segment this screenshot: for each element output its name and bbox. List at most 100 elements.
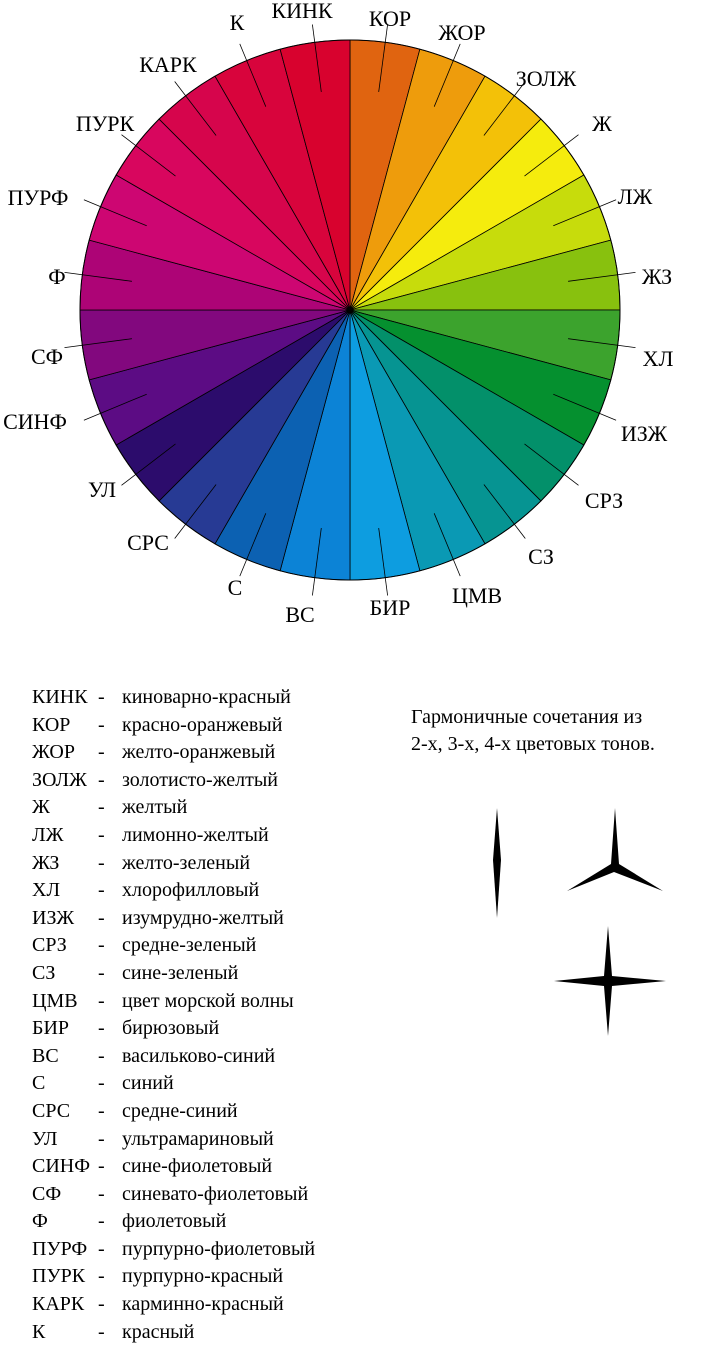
legend-desc: киноварно-красный: [122, 686, 291, 708]
wheel-label-13: ВС: [285, 602, 314, 627]
legend-abbr: ЛЖ: [32, 823, 64, 846]
wheel-label-17: СИНФ: [3, 409, 67, 434]
wheel-leader-line-24: [312, 24, 322, 92]
wheel-leader-line-12: [378, 528, 388, 596]
legend-abbr: ХЛ: [32, 879, 61, 902]
legend-dash: -: [98, 741, 105, 764]
wheel-label-18: СФ: [31, 344, 63, 369]
legend-desc: желто-оранжевый: [122, 741, 276, 764]
legend-desc: желто-зеленый: [122, 851, 251, 874]
wheel-labels: КОР ЖОР ЗОЛЖ Ж ЛЖ ЖЗ ХЛ ИЗЖ СРЗ СЗ ЦМВ БИР ВС С СРС УЛ С…: [3, 0, 673, 627]
legend-abbr: СРЗ: [32, 934, 67, 957]
legend-abbr: Ж: [32, 796, 50, 819]
legend-dash: -: [98, 1182, 105, 1205]
legend-desc: цвет морской волны: [122, 989, 294, 1012]
wheel-leader-line-21: [121, 134, 176, 177]
legend-row: ИЗЖ - изумрудно-желтый: [32, 905, 392, 933]
legend-desc: синий: [122, 1072, 174, 1095]
legend-desc: карминно-красный: [122, 1293, 284, 1316]
legend-row: ПУРФ - пурпурно-фиолетовый: [32, 1236, 392, 1264]
legend-abbr: С: [32, 1072, 46, 1095]
wheel-leader-line-16: [121, 443, 176, 486]
wheel-label-15: СРС: [127, 530, 169, 555]
legend-dash: -: [98, 934, 105, 957]
legend-row: СЗ - сине-зеленый: [32, 960, 392, 988]
legend-row: ПУРК - пурпурно-красный: [32, 1263, 392, 1291]
legend-abbr: КАРК: [32, 1293, 85, 1316]
legend-row: КАРК - карминно-красный: [32, 1291, 392, 1319]
wheel-label-7: ХЛ: [643, 346, 674, 371]
legend-abbr: Ф: [32, 1210, 48, 1233]
legend-dash: -: [98, 1127, 105, 1150]
legend-row: К - красный: [32, 1319, 392, 1347]
legend-abbr: ЖЗ: [32, 851, 60, 874]
legend-dash: -: [98, 1265, 105, 1288]
legend-dash: -: [98, 906, 105, 929]
legend-dash: -: [98, 796, 105, 819]
legend-desc: фиолетовый: [122, 1210, 227, 1233]
wheel-label-9: СРЗ: [585, 488, 623, 513]
legend-desc: синевато-фиолетовый: [122, 1182, 309, 1205]
legend-abbr: ВС: [32, 1044, 59, 1067]
legend-dash: -: [98, 851, 105, 874]
legend-row: Ф - фиолетовый: [32, 1208, 392, 1236]
wheel-leader-line-14: [239, 513, 267, 577]
wheel-leader-line-6: [568, 272, 636, 282]
legend-abbr: ПУРК: [32, 1265, 86, 1288]
wheel-label-8: ИЗЖ: [621, 421, 668, 446]
legend-dash: -: [98, 713, 105, 736]
legend-abbr: ЦМВ: [32, 989, 78, 1012]
wheel-label-2: ЖОР: [438, 20, 485, 45]
wheel-leader-line-19: [64, 272, 132, 282]
legend-abbr: СИНФ: [32, 1155, 91, 1178]
wheel-leader-lines: [64, 24, 636, 596]
wheel-label-22: КАРК: [139, 52, 197, 77]
wheel-label-19: Ф: [48, 264, 65, 289]
legend-abbr: ЖОР: [32, 741, 75, 764]
legend-dash: -: [98, 1017, 105, 1040]
legend-row: КОР - красно-оранжевый: [32, 712, 392, 740]
legend-desc: хлорофилловый: [122, 879, 260, 902]
wheel-label-4: Ж: [592, 111, 612, 136]
legend-row: С - синий: [32, 1070, 392, 1098]
legend-row: ЦМВ - цвет морской волны: [32, 988, 392, 1016]
legend-dash: -: [98, 961, 105, 984]
wheel-leader-line-15: [174, 484, 217, 539]
legend-row: СИНФ - сине-фиолетовый: [32, 1153, 392, 1181]
legend-row: СРЗ - средне-зеленый: [32, 932, 392, 960]
legend-desc: красный: [122, 1320, 195, 1343]
wheel-leader-line-8: [553, 393, 617, 421]
legend-row: ЖЗ - желто-зеленый: [32, 850, 392, 878]
legend-dash: -: [98, 879, 105, 902]
three-tone-glyph: [567, 808, 663, 891]
legend-dash: -: [98, 1210, 105, 1233]
legend-dash: -: [98, 823, 105, 846]
legend-dash: -: [98, 989, 105, 1012]
legend-dash: -: [98, 1237, 105, 1260]
wheel-label-23: К: [230, 10, 245, 35]
legend-row: СРС - средне-синий: [32, 1098, 392, 1126]
legend-desc: васильково-синий: [122, 1044, 276, 1067]
legend-abbr: КОР: [32, 713, 71, 736]
legend-desc: красно-оранжевый: [122, 713, 283, 736]
legend-desc: золотисто-желтый: [122, 768, 278, 791]
wheel-leader-line-17: [83, 393, 147, 421]
legend-desc: желтый: [122, 796, 188, 819]
legend-row: ЗОЛЖ - золотисто-желтый: [32, 767, 392, 795]
wheel-label-16: УЛ: [88, 477, 116, 502]
wheel-leader-line-13: [312, 528, 322, 596]
legend-desc: лимонно-желтый: [122, 823, 269, 846]
legend-desc: бирюзовый: [122, 1017, 220, 1040]
legend-abbr: ИЗЖ: [32, 906, 75, 929]
wheel-leader-line-5: [553, 199, 617, 227]
legend-desc: средне-синий: [122, 1099, 238, 1122]
wheel-leader-line-7: [568, 338, 636, 348]
legend-row: УЛ - ультрамариновый: [32, 1126, 392, 1154]
harmony-caption: Гармоничные сочетания из 2-х, 3-х, 4-х ц…: [411, 704, 716, 758]
legend-dash: -: [98, 686, 105, 708]
wheel-label-1: КОР: [369, 6, 411, 31]
harmony-caption-line-2: 2-х, 3-х, 4-х цветовых тонов.: [411, 733, 655, 755]
legend-desc: пурпурно-красный: [122, 1265, 284, 1288]
wheel-label-3: ЗОЛЖ: [516, 66, 577, 91]
legend-abbr: КИНК: [32, 686, 88, 708]
